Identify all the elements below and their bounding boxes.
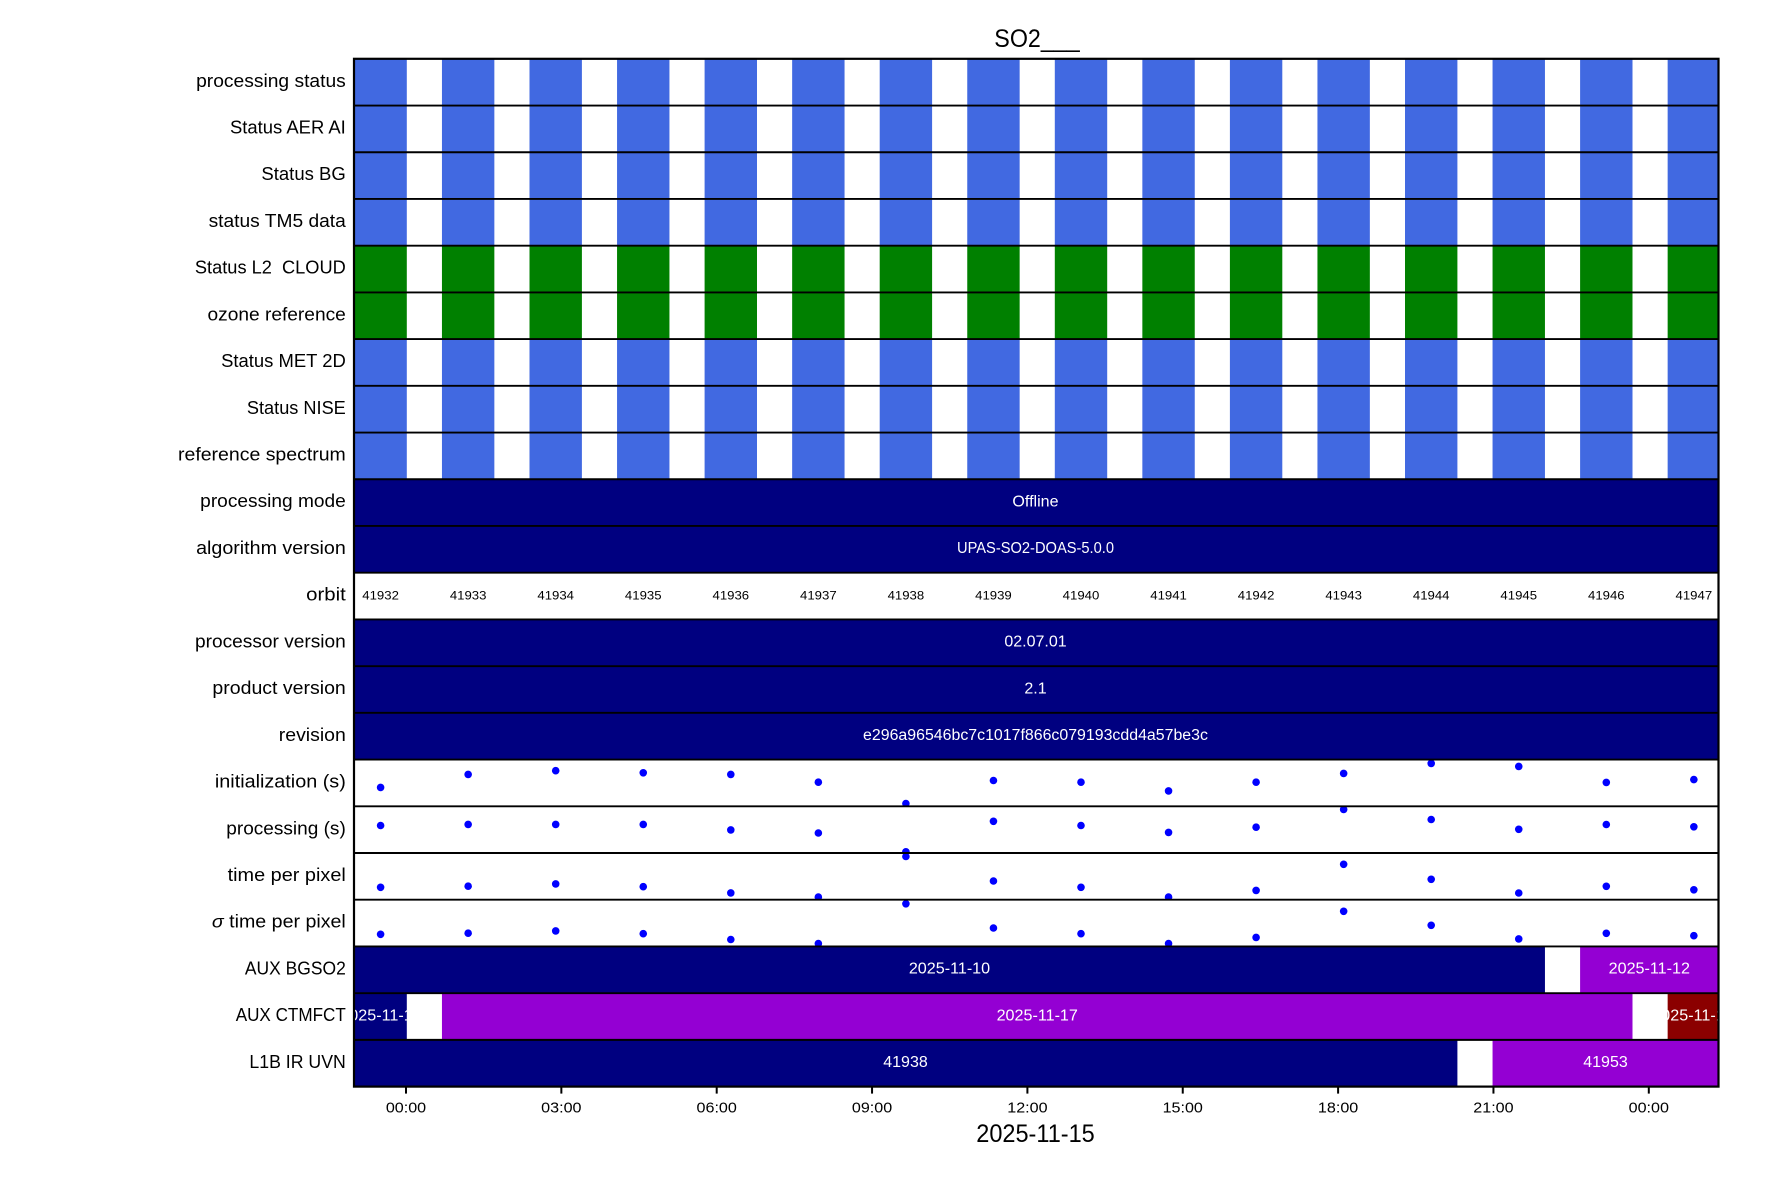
svg-text:41953: 41953 bbox=[1583, 1054, 1628, 1071]
svg-text:2025-11-15: 2025-11-15 bbox=[976, 1120, 1095, 1148]
svg-text:03:00: 03:00 bbox=[541, 1099, 581, 1116]
svg-text:Offline: Offline bbox=[1012, 494, 1058, 511]
svg-text:Status NISE: Status NISE bbox=[247, 398, 346, 418]
svg-text:UPAS-SO2-DOAS-5.0.0: UPAS-SO2-DOAS-5.0.0 bbox=[957, 540, 1114, 557]
svg-text:21:00: 21:00 bbox=[1473, 1099, 1513, 1116]
svg-text:41937: 41937 bbox=[800, 588, 837, 602]
svg-text:41932: 41932 bbox=[362, 588, 399, 602]
svg-text:41934: 41934 bbox=[537, 588, 574, 602]
svg-text:15:00: 15:00 bbox=[1163, 1099, 1203, 1116]
svg-text:ozone reference: ozone reference bbox=[208, 304, 346, 324]
svg-text:09:00: 09:00 bbox=[852, 1099, 892, 1116]
svg-text:02.07.01: 02.07.01 bbox=[1004, 634, 1066, 651]
svg-text:41938: 41938 bbox=[888, 588, 925, 602]
svg-text:e296a96546bc7c1017f866c079193c: e296a96546bc7c1017f866c079193cdd4a57be3c bbox=[863, 727, 1208, 744]
svg-text:18:00: 18:00 bbox=[1318, 1099, 1358, 1116]
svg-text:Status BG: Status BG bbox=[261, 164, 345, 184]
svg-text:product version: product version bbox=[212, 678, 345, 698]
svg-text:41941: 41941 bbox=[1150, 588, 1187, 602]
svg-text:reference spectrum: reference spectrum bbox=[178, 445, 346, 465]
svg-text:2025-11-12: 2025-11-12 bbox=[1609, 961, 1690, 978]
svg-text:2025-11-18: 2025-11-18 bbox=[1652, 1007, 1733, 1024]
svg-text:41945: 41945 bbox=[1500, 588, 1537, 602]
svg-text:SO2___: SO2___ bbox=[994, 25, 1080, 53]
svg-text:00:00: 00:00 bbox=[1629, 1099, 1669, 1116]
svg-text:AUX CTMFCT: AUX CTMFCT bbox=[236, 1005, 346, 1025]
svg-text:41938: 41938 bbox=[883, 1054, 928, 1071]
svg-text:12:00: 12:00 bbox=[1007, 1099, 1047, 1116]
svg-text:2025-11-17: 2025-11-17 bbox=[997, 1007, 1078, 1024]
svg-text:41946: 41946 bbox=[1588, 588, 1625, 602]
svg-text:00:00: 00:00 bbox=[386, 1099, 426, 1116]
svg-text:revision: revision bbox=[279, 725, 346, 745]
svg-text:41943: 41943 bbox=[1325, 588, 1362, 602]
svg-text:Status L2 CLOUD: Status L2 CLOUD bbox=[195, 258, 346, 278]
svg-text:σ time per pixel: σ time per pixel bbox=[212, 912, 346, 932]
svg-text:41944: 41944 bbox=[1413, 588, 1450, 602]
svg-text:status TM5 data: status TM5 data bbox=[209, 211, 347, 231]
svg-text:41935: 41935 bbox=[625, 588, 662, 602]
svg-text:processing status: processing status bbox=[196, 71, 346, 91]
svg-text:algorithm version: algorithm version bbox=[196, 538, 346, 558]
svg-text:Status MET 2D: Status MET 2D bbox=[221, 351, 346, 371]
svg-text:AUX BGSO2: AUX BGSO2 bbox=[245, 958, 346, 978]
svg-text:41936: 41936 bbox=[713, 588, 750, 602]
svg-text:initialization (s): initialization (s) bbox=[215, 772, 346, 792]
svg-text:41939: 41939 bbox=[975, 588, 1012, 602]
svg-text:L1B IR UVN: L1B IR UVN bbox=[249, 1052, 345, 1072]
svg-text:Status AER AI: Status AER AI bbox=[230, 117, 346, 137]
svg-text:2025-11-10: 2025-11-10 bbox=[909, 961, 991, 978]
svg-text:processor version: processor version bbox=[195, 631, 346, 651]
svg-text:orbit: orbit bbox=[306, 585, 346, 605]
svg-text:2025-11-16: 2025-11-16 bbox=[340, 1007, 421, 1024]
svg-text:processing (s): processing (s) bbox=[226, 818, 346, 838]
svg-text:41942: 41942 bbox=[1238, 588, 1275, 602]
svg-text:41933: 41933 bbox=[450, 588, 487, 602]
svg-text:06:00: 06:00 bbox=[697, 1099, 737, 1116]
svg-text:2.1: 2.1 bbox=[1024, 680, 1046, 697]
svg-text:41940: 41940 bbox=[1063, 588, 1100, 602]
svg-text:processing mode: processing mode bbox=[200, 491, 346, 511]
svg-text:time per pixel: time per pixel bbox=[228, 865, 346, 885]
svg-text:41947: 41947 bbox=[1676, 588, 1713, 602]
